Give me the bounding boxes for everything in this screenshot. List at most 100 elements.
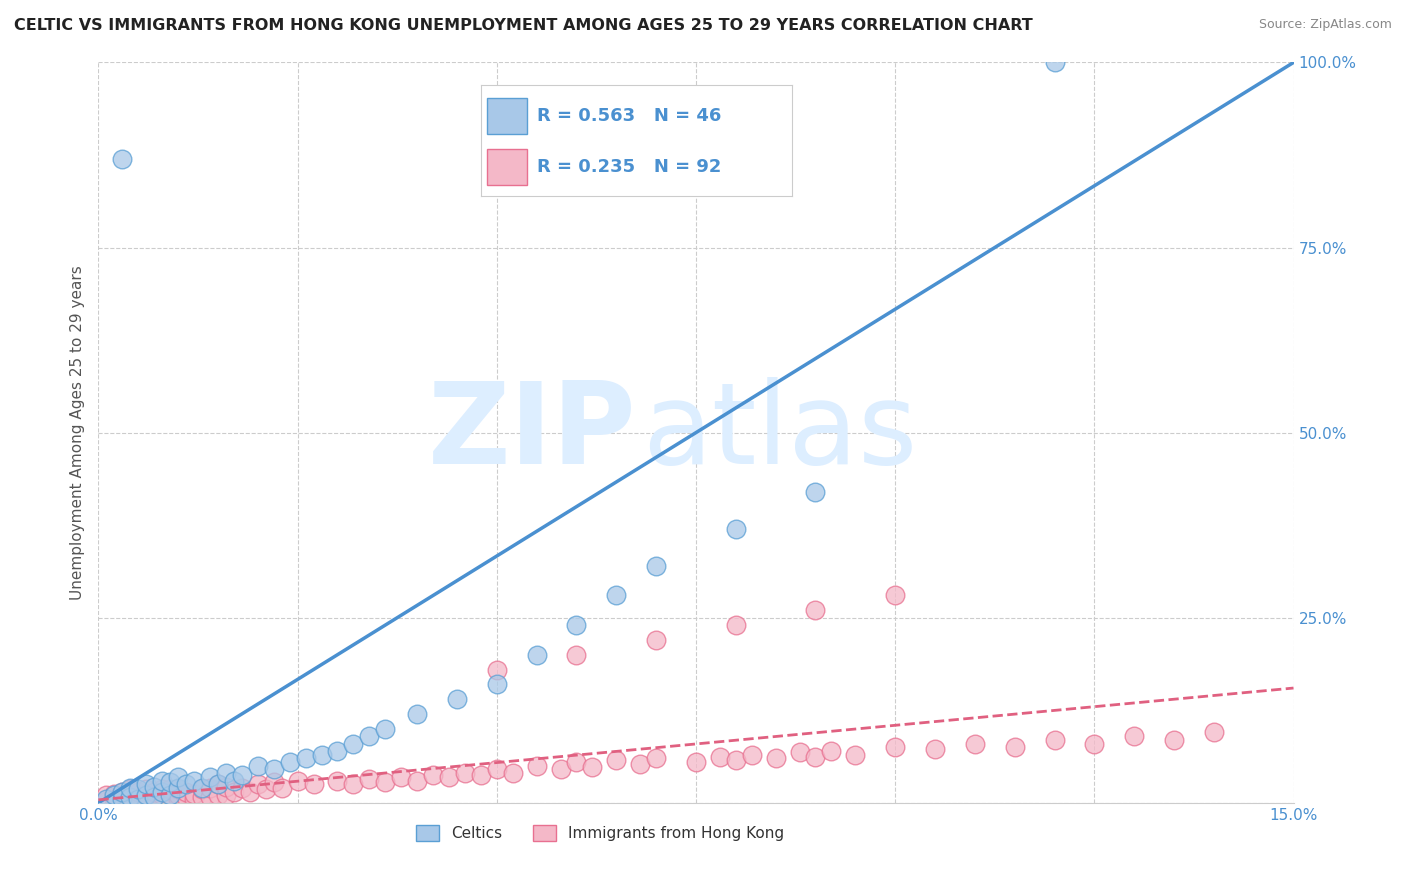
- Point: [135, 792, 157, 806]
- Point: [111, 794, 134, 808]
- Point: [924, 742, 946, 756]
- Point: [342, 777, 364, 791]
- Point: [804, 484, 827, 499]
- Point: [143, 785, 166, 799]
- Point: [406, 706, 429, 721]
- Point: [254, 782, 277, 797]
- Point: [565, 618, 588, 632]
- Point: [645, 751, 668, 765]
- Point: [446, 692, 468, 706]
- Point: [311, 747, 333, 762]
- Point: [724, 753, 747, 767]
- Point: [111, 789, 134, 804]
- Point: [167, 770, 190, 784]
- Point: [406, 773, 429, 788]
- Point: [127, 792, 149, 806]
- Point: [374, 775, 396, 789]
- Point: [215, 789, 238, 803]
- Point: [174, 789, 197, 804]
- Point: [485, 763, 508, 777]
- Point: [127, 785, 149, 799]
- Point: [1004, 740, 1026, 755]
- Point: [127, 789, 149, 804]
- Point: [198, 780, 221, 795]
- Point: [844, 747, 866, 762]
- Point: [127, 794, 149, 808]
- Point: [804, 603, 827, 617]
- Point: [127, 782, 149, 797]
- Point: [389, 770, 412, 784]
- Point: [215, 780, 238, 794]
- Point: [239, 785, 262, 799]
- Point: [183, 787, 205, 801]
- Point: [1083, 737, 1105, 751]
- Point: [1123, 729, 1146, 743]
- Point: [724, 618, 747, 632]
- Point: [550, 763, 572, 777]
- Point: [645, 558, 668, 573]
- Point: [605, 753, 627, 767]
- Point: [820, 744, 842, 758]
- Point: [485, 663, 508, 677]
- Point: [150, 773, 173, 788]
- Point: [222, 785, 245, 799]
- Point: [741, 747, 763, 762]
- Point: [709, 750, 731, 764]
- Point: [103, 792, 125, 806]
- Point: [120, 789, 142, 804]
- Point: [884, 589, 907, 603]
- Point: [359, 729, 381, 743]
- Point: [342, 737, 364, 751]
- Point: [96, 789, 118, 803]
- Point: [1043, 55, 1066, 70]
- Point: [135, 789, 157, 803]
- Point: [963, 737, 986, 751]
- Point: [167, 792, 190, 806]
- Point: [207, 777, 229, 791]
- Point: [111, 785, 134, 799]
- Text: CELTIC VS IMMIGRANTS FROM HONG KONG UNEMPLOYMENT AMONG AGES 25 TO 29 YEARS CORRE: CELTIC VS IMMIGRANTS FROM HONG KONG UNEM…: [14, 18, 1033, 33]
- Point: [198, 789, 221, 804]
- Point: [263, 763, 285, 777]
- Point: [374, 722, 396, 736]
- Point: [1043, 732, 1066, 747]
- Point: [645, 632, 668, 647]
- Point: [135, 789, 157, 803]
- Point: [422, 767, 444, 781]
- Point: [111, 785, 134, 799]
- Point: [111, 792, 134, 806]
- Point: [287, 773, 309, 788]
- Point: [326, 773, 349, 788]
- Point: [96, 794, 118, 808]
- Text: ZIP: ZIP: [427, 377, 637, 488]
- Point: [150, 792, 173, 806]
- Point: [581, 760, 603, 774]
- Point: [120, 792, 142, 806]
- Point: [159, 789, 181, 803]
- Text: Source: ZipAtlas.com: Source: ZipAtlas.com: [1258, 18, 1392, 31]
- Point: [1202, 725, 1225, 739]
- Point: [359, 772, 381, 786]
- Point: [103, 787, 125, 801]
- Point: [246, 758, 269, 772]
- Point: [246, 777, 269, 791]
- Point: [470, 767, 492, 781]
- Point: [804, 750, 827, 764]
- Point: [454, 766, 477, 780]
- Point: [191, 789, 214, 804]
- Point: [143, 789, 166, 804]
- Point: [789, 746, 811, 760]
- Point: [565, 755, 588, 769]
- Point: [183, 773, 205, 788]
- Legend: Celtics, Immigrants from Hong Kong: Celtics, Immigrants from Hong Kong: [411, 819, 790, 847]
- Point: [159, 782, 181, 797]
- Point: [207, 789, 229, 803]
- Point: [183, 792, 205, 806]
- Point: [724, 522, 747, 536]
- Point: [765, 751, 787, 765]
- Point: [1163, 732, 1185, 747]
- Point: [167, 780, 190, 795]
- Point: [96, 792, 118, 806]
- Point: [120, 789, 142, 803]
- Point: [207, 777, 229, 791]
